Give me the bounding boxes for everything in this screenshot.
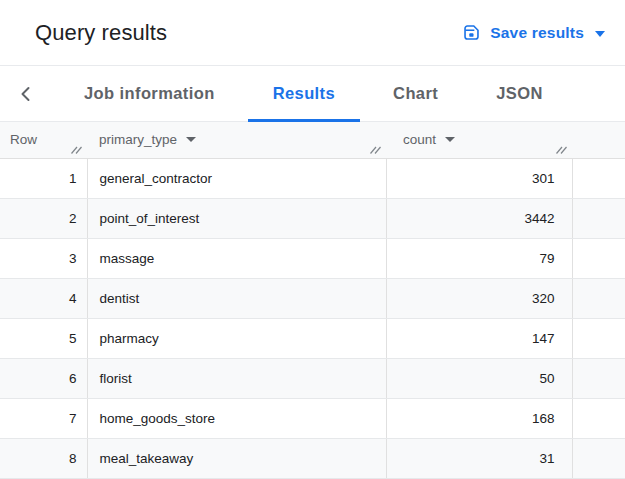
column-header-row: Row xyxy=(0,122,87,158)
count-cell: 301 xyxy=(386,158,572,198)
count-cell: 147 xyxy=(386,318,572,358)
row-number-cell: 3 xyxy=(0,238,87,278)
column-resize-handle-icon[interactable] xyxy=(369,142,382,155)
table-row: 2 point_of_interest 3442 xyxy=(0,198,625,238)
column-header-empty xyxy=(572,122,625,158)
empty-cell xyxy=(572,158,625,198)
count-cell: 50 xyxy=(386,358,572,398)
row-number-cell: 5 xyxy=(0,318,87,358)
save-icon xyxy=(462,23,481,42)
empty-cell xyxy=(572,438,625,478)
column-header-label: primary_type xyxy=(99,132,177,147)
table-row: 7 home_goods_store 168 xyxy=(0,398,625,438)
count-cell: 168 xyxy=(386,398,572,438)
row-number-cell: 7 xyxy=(0,398,87,438)
column-header-primary-type: primary_type xyxy=(87,122,386,158)
empty-cell xyxy=(572,198,625,238)
tab-label: JSON xyxy=(496,84,543,103)
primary-type-cell: massage xyxy=(87,238,386,278)
column-header-label: count xyxy=(403,132,436,147)
save-results-button[interactable]: Save results xyxy=(458,17,609,48)
tab-label: Chart xyxy=(393,84,438,103)
row-number-cell: 8 xyxy=(0,438,87,478)
empty-cell xyxy=(572,238,625,278)
column-resize-handle-icon[interactable] xyxy=(555,142,568,155)
empty-cell xyxy=(572,398,625,438)
primary-type-cell: florist xyxy=(87,358,386,398)
row-number-cell: 1 xyxy=(0,158,87,198)
save-results-label: Save results xyxy=(490,24,584,42)
results-table-body: 1 general_contractor 301 2 point_of_inte… xyxy=(0,158,625,478)
table-row: 8 meal_takeaway 31 xyxy=(0,438,625,478)
primary-type-cell: home_goods_store xyxy=(87,398,386,438)
query-results-panel: Query results Save results Job informati… xyxy=(0,0,625,479)
caret-down-icon xyxy=(595,31,605,37)
primary-type-cell: general_contractor xyxy=(87,158,386,198)
tab-label: Job information xyxy=(84,84,215,103)
chevron-left-icon xyxy=(18,85,34,103)
column-header-label: Row xyxy=(10,132,37,147)
primary-type-cell: point_of_interest xyxy=(87,198,386,238)
column-menu-caret-icon[interactable] xyxy=(186,137,196,142)
results-table-header: Row primary_type xyxy=(0,122,625,158)
tab-json[interactable]: JSON xyxy=(467,66,572,121)
empty-cell xyxy=(572,278,625,318)
column-resize-handle-icon[interactable] xyxy=(70,142,83,155)
results-header: Query results Save results xyxy=(0,0,625,66)
empty-cell xyxy=(572,318,625,358)
primary-type-cell: meal_takeaway xyxy=(87,438,386,478)
column-menu-caret-icon[interactable] xyxy=(445,137,455,142)
primary-type-cell: pharmacy xyxy=(87,318,386,358)
table-row: 1 general_contractor 301 xyxy=(0,158,625,198)
table-row: 6 florist 50 xyxy=(0,358,625,398)
row-number-cell: 6 xyxy=(0,358,87,398)
tab-chart[interactable]: Chart xyxy=(364,66,467,121)
count-cell: 31 xyxy=(386,438,572,478)
count-cell: 3442 xyxy=(386,198,572,238)
count-cell: 320 xyxy=(386,278,572,318)
page-title: Query results xyxy=(35,20,167,46)
chevron-left-button[interactable] xyxy=(13,66,39,121)
tab-job-information[interactable]: Job information xyxy=(55,66,244,121)
primary-type-cell: dentist xyxy=(87,278,386,318)
tab-results[interactable]: Results xyxy=(244,66,364,121)
tab-label: Results xyxy=(273,84,335,103)
table-row: 4 dentist 320 xyxy=(0,278,625,318)
table-row: 5 pharmacy 147 xyxy=(0,318,625,358)
row-number-cell: 4 xyxy=(0,278,87,318)
count-cell: 79 xyxy=(386,238,572,278)
empty-cell xyxy=(572,358,625,398)
row-number-cell: 2 xyxy=(0,198,87,238)
column-header-count: count xyxy=(386,122,572,158)
results-table: Row primary_type xyxy=(0,122,625,479)
tab-bar: Job information Results Chart JSON xyxy=(0,66,625,122)
table-row: 3 massage 79 xyxy=(0,238,625,278)
